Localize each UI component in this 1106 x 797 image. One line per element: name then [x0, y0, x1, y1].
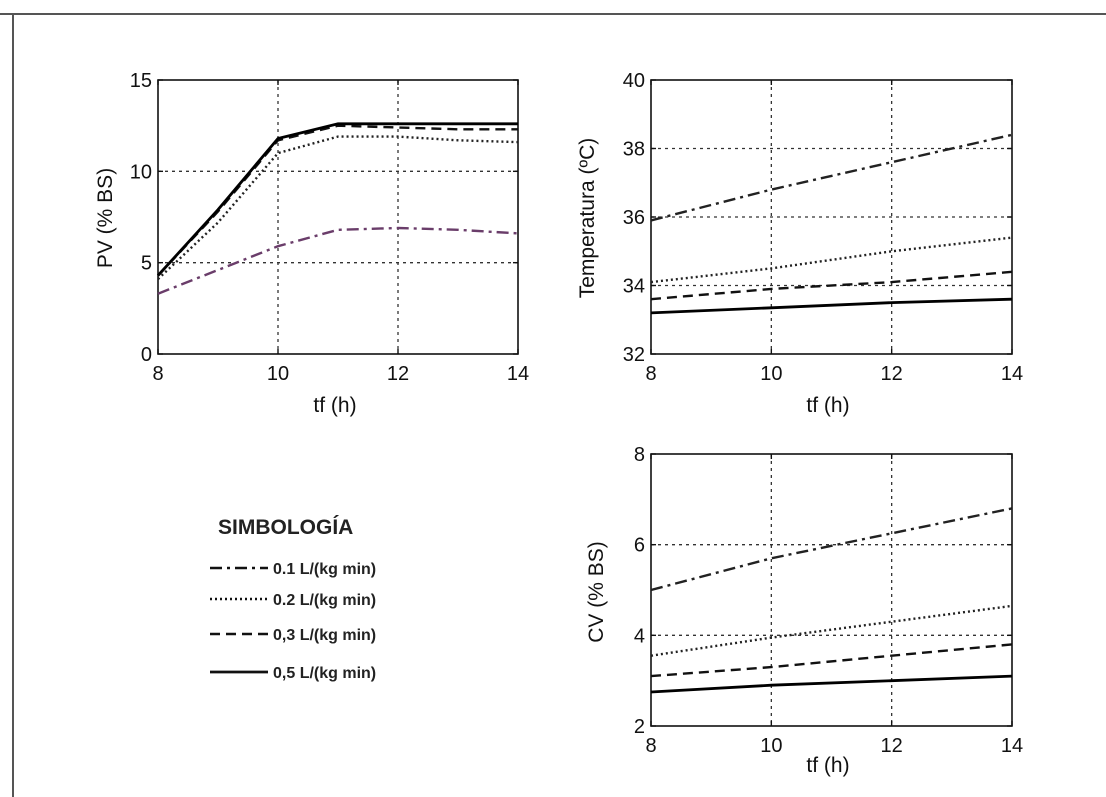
legend-title: SIMBOLOGÍA: [218, 516, 353, 539]
cv-chart: CV (% BS) tf (h) 8 10 12 14 2 4 6 8: [585, 444, 1023, 777]
temperature-xtick-label: 8: [645, 363, 656, 385]
legend-label: 0.1 L/(kg min): [273, 561, 376, 578]
cv-ylabel: CV (% BS): [585, 541, 608, 643]
temperature-series-dashdot: [650, 133, 1013, 222]
temperature-chart: Temperatura (ºC) tf (h) 8 10 12 14 32 34 36 38 4…: [576, 70, 1023, 417]
pv-series-dashdot: [157, 226, 519, 295]
temperature-ytick-label: 40: [623, 70, 645, 92]
temperature-ytick-label: 32: [623, 344, 645, 366]
pv-xlabel: tf (h): [313, 394, 356, 417]
pv-chart: PV (% BS) tf (h) 8 10 12 14 0 5 10 15: [94, 70, 529, 417]
cv-ytick-label: 2: [634, 716, 645, 738]
legend-label: 0,5 L/(kg min): [273, 665, 376, 682]
temperature-ytick-label: 36: [623, 207, 645, 229]
pv-series-dotted: [157, 135, 519, 280]
cv-series-dashed: [650, 643, 1013, 678]
cv-xlabel: tf (h): [806, 754, 849, 777]
temperature-xtick-label: 14: [1001, 363, 1023, 385]
pv-series-dashed: [157, 124, 518, 277]
pv-xtick-label: 10: [267, 363, 289, 385]
pv-plot-frame: [157, 79, 519, 355]
cv-ytick-label: 6: [634, 535, 645, 557]
cv-xtick-label: 12: [881, 735, 903, 757]
cv-xtick-label: 8: [645, 735, 656, 757]
cv-ytick-label: 4: [634, 625, 645, 647]
cv-plot-frame: [650, 453, 1013, 727]
pv-ylabel: PV (% BS): [94, 168, 117, 268]
temperature-xlabel: tf (h): [806, 394, 849, 417]
temperature-plot-frame: [650, 79, 1013, 355]
legend: SIMBOLOGÍA 0.1 L/(kg min) 0.2 L/(kg min) 0…: [210, 516, 376, 682]
legend-label: 0,3 L/(kg min): [273, 627, 376, 644]
pv-xtick-label: 14: [507, 363, 529, 385]
cv-ytick-label: 8: [634, 444, 645, 466]
pv-ytick-label: 5: [141, 253, 152, 275]
cv-xtick-label: 10: [760, 735, 782, 757]
pv-ytick-label: 0: [141, 344, 152, 366]
cv-xtick-label: 14: [1001, 735, 1023, 757]
temperature-ytick-label: 34: [623, 276, 645, 298]
pv-ytick-label: 10: [130, 161, 152, 183]
temperature-xtick-label: 10: [760, 363, 782, 385]
pv-xtick-label: 8: [152, 363, 163, 385]
legend-label: 0.2 L/(kg min): [273, 592, 376, 609]
temperature-ylabel: Temperatura (ºC): [576, 138, 599, 299]
temperature-ytick-label: 38: [623, 139, 645, 161]
temperature-series-solid: [650, 297, 1013, 315]
temperature-series-dashed: [650, 270, 1013, 301]
cv-series-solid: [650, 674, 1013, 694]
pv-ytick-label: 15: [130, 70, 152, 92]
cv-series-dashdot: [650, 507, 1013, 592]
cv-series-dotted: [650, 604, 1013, 657]
pv-series-solid: [156, 122, 518, 277]
temperature-xtick-label: 12: [881, 363, 903, 385]
temperature-series-dotted: [650, 236, 1013, 284]
pv-xtick-label: 12: [387, 363, 409, 385]
